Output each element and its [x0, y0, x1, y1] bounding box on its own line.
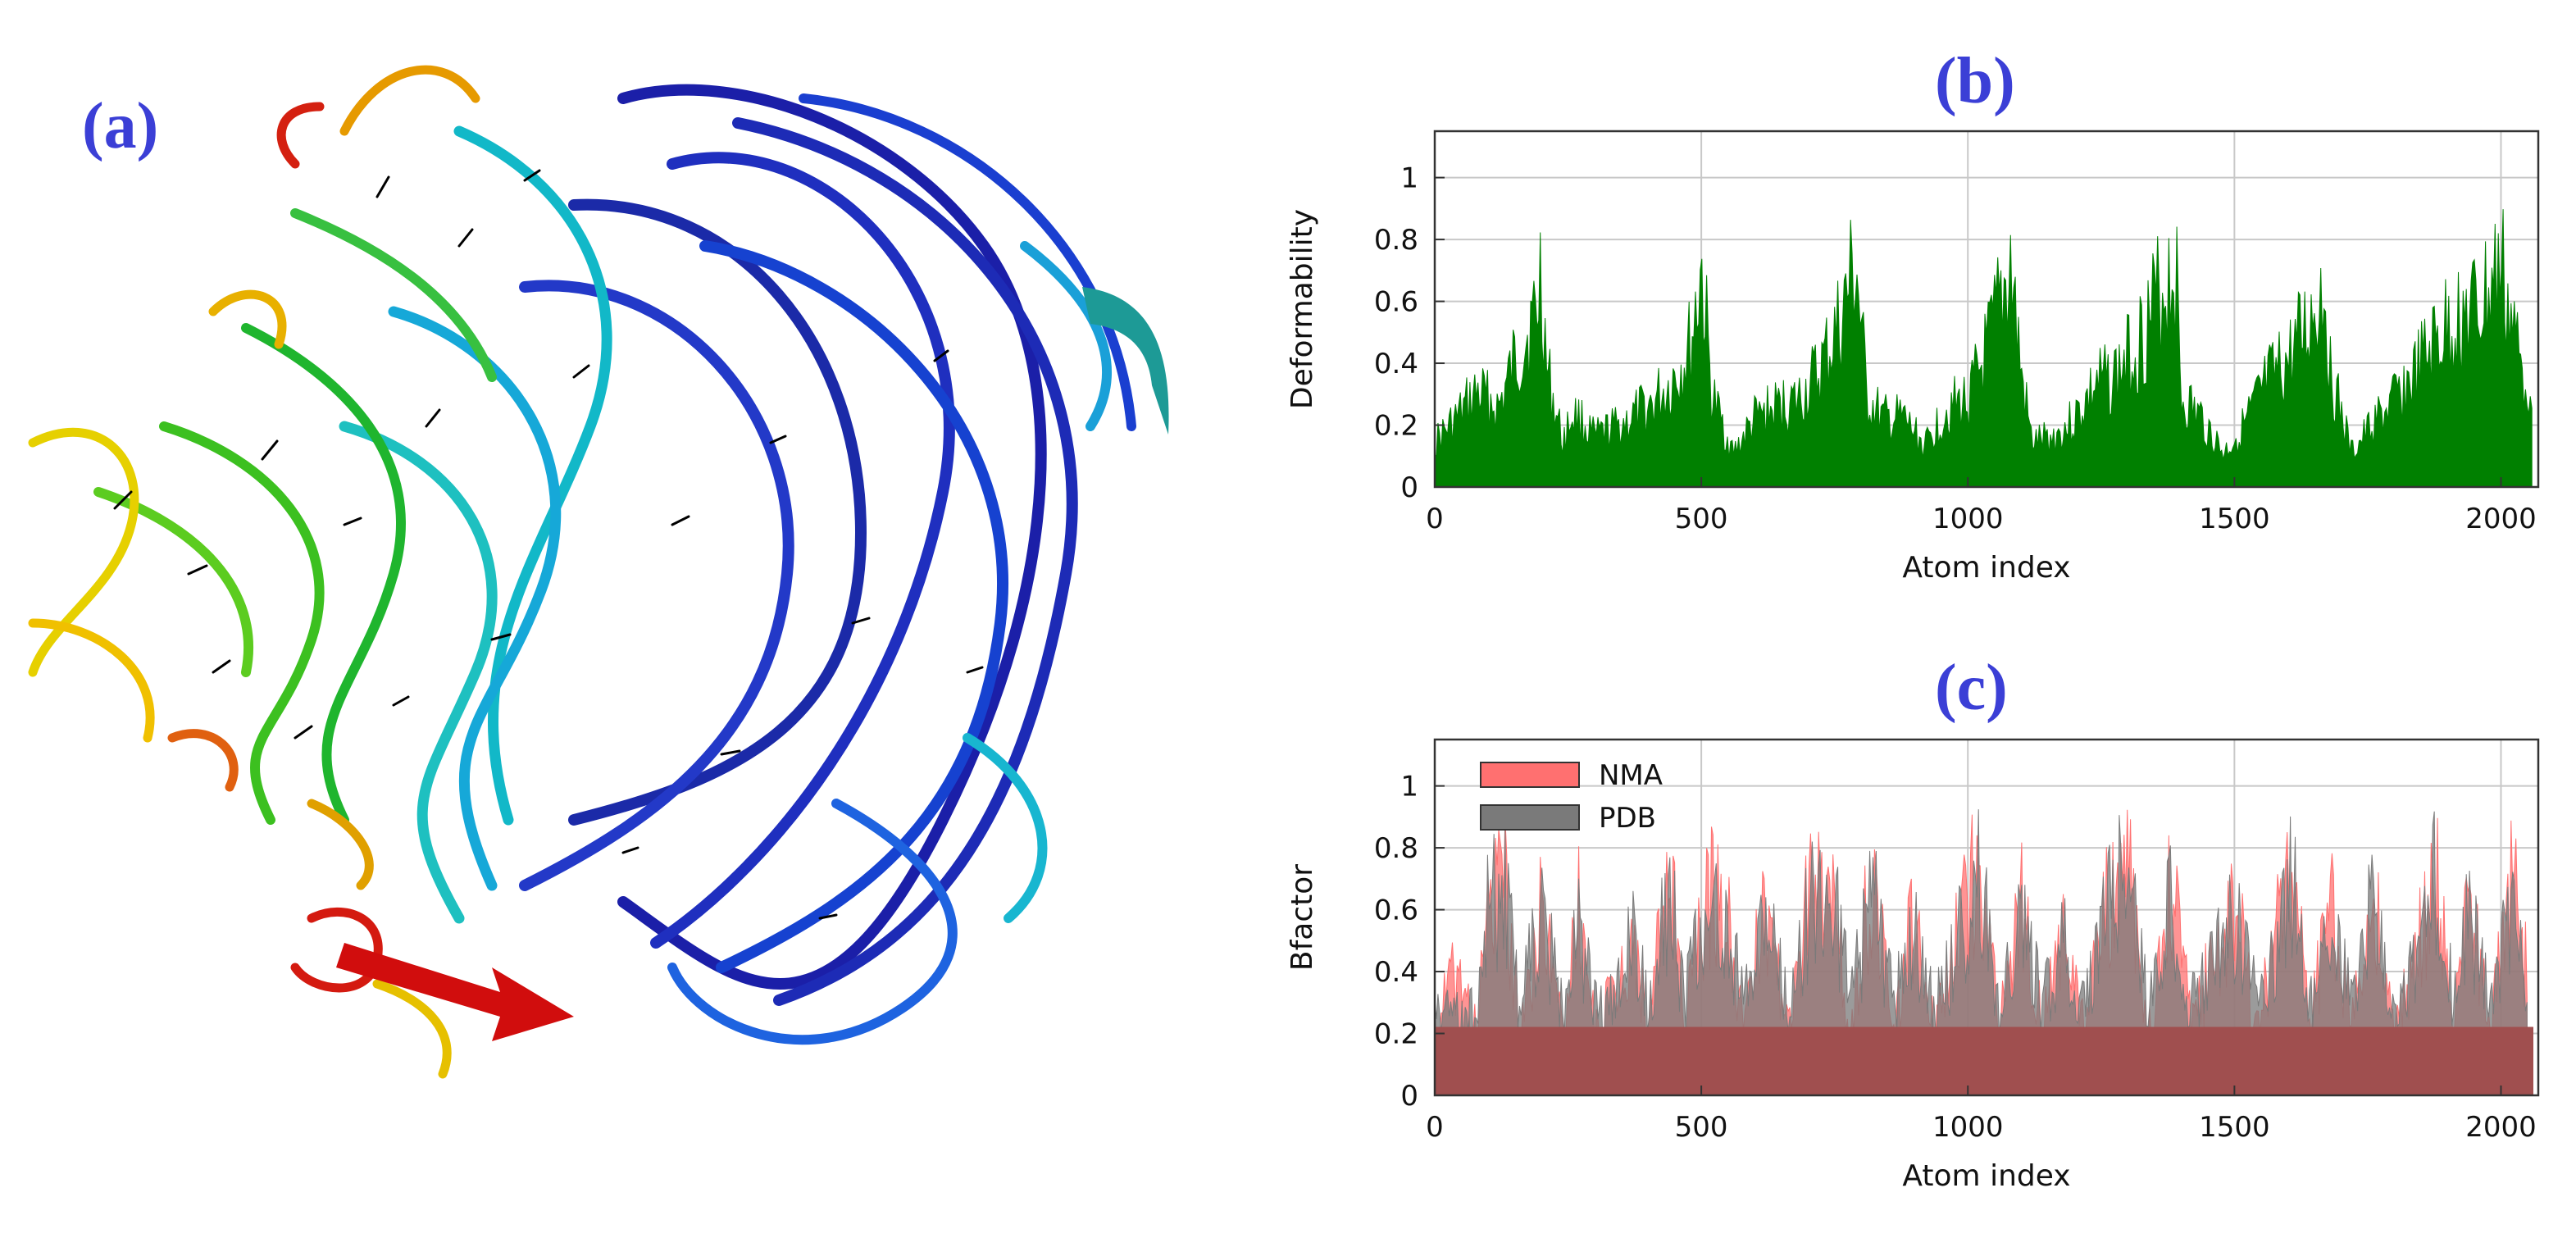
y-tick-label: 0.6 — [1374, 286, 1418, 319]
y-tick-label: 0.8 — [1374, 832, 1418, 865]
structure-strand — [339, 65, 480, 136]
structure-strand — [159, 421, 325, 825]
x-tick-label: 1000 — [1932, 1111, 2004, 1144]
protein-structure-image — [28, 65, 1169, 1079]
series-area-pdb — [1434, 809, 2528, 1096]
y-tick-label: 0 — [1400, 471, 1418, 504]
x-tick-label: 1500 — [2199, 1111, 2270, 1144]
legend-swatch-nma — [1480, 762, 1580, 788]
y-tick-label: 0.4 — [1374, 956, 1418, 989]
x-tick-label: 0 — [1426, 503, 1444, 535]
structure-strand — [276, 102, 325, 169]
structure-strand — [519, 280, 794, 891]
structure-strand — [732, 117, 1078, 1006]
structure-strand — [339, 421, 498, 924]
plot-frame — [1433, 738, 2540, 1097]
x-tick-label: 500 — [1675, 1111, 1728, 1144]
panel-a-letter: (a) — [82, 90, 158, 162]
y-tick-label: 1 — [1400, 771, 1418, 803]
structure-strand — [963, 733, 1048, 923]
structure-strand — [699, 240, 1008, 973]
y-tick-label: 1 — [1400, 162, 1418, 195]
x-tick-label: 0 — [1426, 1111, 1444, 1144]
y-tick-label: 0.4 — [1374, 348, 1418, 380]
structure-strand — [372, 979, 452, 1079]
x-axis-title: Atom index — [1902, 551, 2070, 585]
y-tick-label: 0.2 — [1374, 1018, 1418, 1051]
structure-strand — [290, 208, 497, 382]
structure-strand — [307, 799, 374, 890]
x-tick-label: 1000 — [1932, 503, 2004, 535]
y-axis-title: Deformability — [1286, 209, 1319, 409]
plot-frame — [1433, 130, 2540, 489]
deformability-chart: 0 500 1000 1500 2000 0 0.2 0.4 0.6 0.8 1 Atom index… — [1286, 130, 2540, 585]
structure-strand — [93, 487, 254, 677]
bfactor-chart: 0 500 1000 1500 2000 0 0.2 0.4 0.6 0.8 1 Atom index… — [1286, 738, 2540, 1193]
structure-strand — [650, 152, 955, 949]
legend-label-pdb: PDB — [1599, 802, 1656, 835]
y-tick-label: 0 — [1400, 1080, 1418, 1113]
displacement-arrows — [113, 169, 984, 920]
x-tick-label: 2000 — [2465, 503, 2537, 535]
structure-strand — [241, 323, 406, 825]
red-direction-arrow — [336, 943, 574, 1041]
series-area-fill — [1434, 1026, 2533, 1096]
y-tick-label: 0.6 — [1374, 894, 1418, 927]
structure-strand — [799, 93, 1136, 431]
structure-strand — [208, 289, 287, 349]
structure-strand — [388, 306, 562, 891]
panel-c-letter: (c) — [1935, 652, 2008, 724]
y-tick-label: 0.2 — [1374, 410, 1418, 443]
panel-b-letter: (b) — [1935, 45, 2015, 117]
x-tick-label: 500 — [1675, 503, 1728, 535]
x-tick-label: 2000 — [2465, 1111, 2537, 1144]
series-area-fill — [1434, 209, 2533, 488]
legend-swatch-pdb — [1480, 804, 1580, 831]
structure-strand — [568, 198, 867, 826]
panel-a: (a) — [28, 65, 1169, 1079]
structure-strand — [667, 799, 958, 1045]
structure-strand — [167, 729, 239, 792]
legend-label-nma: NMA — [1599, 759, 1663, 792]
structure-strand — [617, 84, 1047, 990]
x-tick-label: 1500 — [2199, 503, 2270, 535]
x-axis-title: Atom index — [1902, 1159, 2070, 1193]
structure-strand — [28, 618, 155, 743]
y-tick-label: 0.8 — [1374, 224, 1418, 257]
structure-strand — [1020, 241, 1112, 431]
teal-direction-arrow — [1082, 287, 1169, 435]
y-axis-title: Bfactor — [1286, 864, 1319, 971]
